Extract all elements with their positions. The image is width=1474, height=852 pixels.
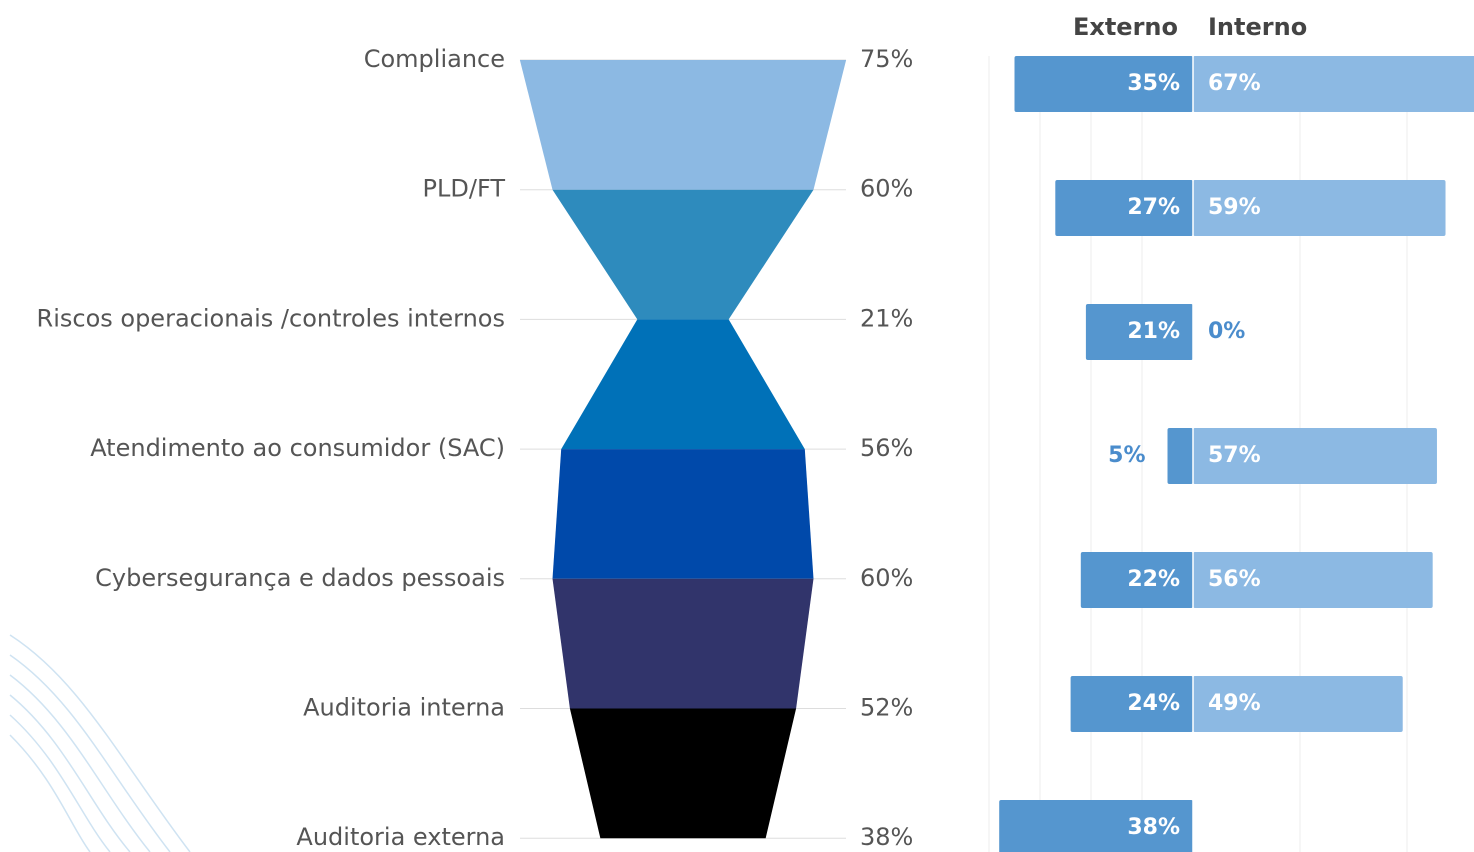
value-label: 38% <box>1127 815 1180 840</box>
category-label: Cybersegurança e dados pessoais <box>95 564 505 592</box>
funnel-segment <box>552 578 814 709</box>
value-label: 24% <box>1127 691 1180 716</box>
category-label: Auditoria interna <box>303 694 505 722</box>
bar <box>999 800 1193 852</box>
bar <box>1055 180 1193 236</box>
funnel-segment <box>552 449 814 579</box>
bar <box>1193 676 1403 732</box>
bar <box>1014 56 1193 112</box>
value-label: 52% <box>860 694 913 722</box>
category-label: Compliance <box>364 45 505 73</box>
value-label: 5% <box>1108 443 1145 468</box>
value-label: 21% <box>860 304 913 332</box>
bar <box>1193 56 1474 112</box>
bar <box>1070 676 1193 732</box>
bar <box>1193 552 1433 608</box>
value-label: 59% <box>1208 195 1261 220</box>
value-label: 0% <box>1208 319 1245 344</box>
funnel-segment <box>552 189 814 320</box>
bar <box>1193 180 1446 236</box>
value-label: 75% <box>860 45 913 73</box>
funnel-segment <box>569 708 797 839</box>
value-label: 35% <box>1127 71 1180 96</box>
bar <box>1085 304 1193 360</box>
value-label: 21% <box>1127 319 1180 344</box>
legend-label: Externo <box>1073 13 1178 41</box>
value-label: 38% <box>860 823 913 851</box>
value-label: 60% <box>860 564 913 592</box>
value-label: 60% <box>860 175 913 203</box>
bar <box>1080 552 1193 608</box>
value-label: 27% <box>1127 195 1180 220</box>
decoration <box>9 634 191 852</box>
value-label: 49% <box>1208 691 1261 716</box>
value-label: 57% <box>1208 443 1261 468</box>
category-label: Auditoria externa <box>296 823 505 851</box>
funnel-segment <box>519 60 847 190</box>
value-label: 56% <box>1208 567 1261 592</box>
category-label: Atendimento ao consumidor (SAC) <box>90 434 505 462</box>
category-label: Riscos operacionais /controles internos <box>37 304 505 332</box>
value-label: 22% <box>1127 567 1180 592</box>
bar <box>1167 428 1193 484</box>
bar <box>1193 428 1437 484</box>
value-label: 67% <box>1208 71 1261 96</box>
category-label: PLD/FT <box>423 175 506 203</box>
legend-label: Interno <box>1208 13 1307 41</box>
funnel-segment <box>561 319 805 450</box>
value-label: 56% <box>860 434 913 462</box>
